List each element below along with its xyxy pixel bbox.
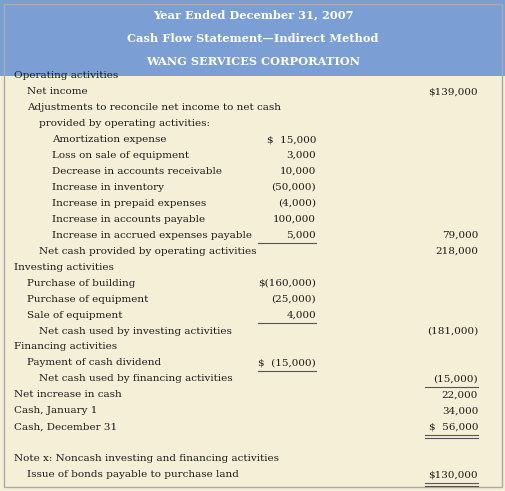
Text: Decrease in accounts receivable: Decrease in accounts receivable [52, 167, 222, 176]
Text: (4,000): (4,000) [278, 199, 316, 208]
Text: (181,000): (181,000) [426, 327, 477, 335]
Text: $139,000: $139,000 [428, 87, 477, 96]
Text: Increase in prepaid expenses: Increase in prepaid expenses [52, 199, 206, 208]
Text: 22,000: 22,000 [441, 390, 477, 399]
Text: provided by operating activities:: provided by operating activities: [39, 119, 210, 128]
Text: Investing activities: Investing activities [14, 263, 114, 272]
Text: Issue of bonds payable to purchase land: Issue of bonds payable to purchase land [27, 470, 238, 479]
Text: Increase in accrued expenses payable: Increase in accrued expenses payable [52, 231, 251, 240]
Text: Financing activities: Financing activities [14, 343, 117, 352]
Text: 100,000: 100,000 [273, 215, 316, 224]
Text: 79,000: 79,000 [441, 231, 477, 240]
Text: 5,000: 5,000 [286, 231, 316, 240]
Text: $  56,000: $ 56,000 [428, 422, 477, 431]
Text: Loss on sale of equipment: Loss on sale of equipment [52, 151, 189, 160]
Text: Note x: Noncash investing and financing activities: Note x: Noncash investing and financing … [14, 454, 279, 463]
Text: Net cash used by financing activities: Net cash used by financing activities [39, 375, 233, 383]
Text: Payment of cash dividend: Payment of cash dividend [27, 358, 161, 367]
Text: 34,000: 34,000 [441, 407, 477, 415]
Text: 4,000: 4,000 [286, 311, 316, 320]
Text: Increase in inventory: Increase in inventory [52, 183, 164, 192]
Text: Net cash provided by operating activities: Net cash provided by operating activitie… [39, 247, 257, 256]
Text: Cash, December 31: Cash, December 31 [14, 422, 117, 431]
Text: Year Ended December 31, 2007: Year Ended December 31, 2007 [153, 9, 352, 20]
Text: Net income: Net income [27, 87, 87, 96]
Text: (15,000): (15,000) [433, 375, 477, 383]
Text: WANG SERVICES CORPORATION: WANG SERVICES CORPORATION [146, 56, 359, 67]
Text: Purchase of building: Purchase of building [27, 279, 135, 288]
Text: 3,000: 3,000 [286, 151, 316, 160]
Text: Increase in accounts payable: Increase in accounts payable [52, 215, 205, 224]
Text: Net increase in cash: Net increase in cash [14, 390, 122, 399]
Text: Purchase of equipment: Purchase of equipment [27, 295, 148, 303]
Text: $  15,000: $ 15,000 [266, 135, 316, 144]
Text: Net cash used by investing activities: Net cash used by investing activities [39, 327, 232, 335]
Text: $  (15,000): $ (15,000) [258, 358, 316, 367]
Text: Cash, January 1: Cash, January 1 [14, 407, 97, 415]
Text: Adjustments to reconcile net income to net cash: Adjustments to reconcile net income to n… [27, 103, 280, 112]
Text: $(160,000): $(160,000) [258, 279, 316, 288]
Text: 218,000: 218,000 [434, 247, 477, 256]
Text: (50,000): (50,000) [271, 183, 316, 192]
Text: Amortization expense: Amortization expense [52, 135, 166, 144]
Text: Sale of equipment: Sale of equipment [27, 311, 122, 320]
Text: Operating activities: Operating activities [14, 71, 118, 80]
Text: 10,000: 10,000 [279, 167, 316, 176]
Text: (25,000): (25,000) [271, 295, 316, 303]
Text: Cash Flow Statement—Indirect Method: Cash Flow Statement—Indirect Method [127, 32, 378, 44]
Text: $130,000: $130,000 [428, 470, 477, 479]
